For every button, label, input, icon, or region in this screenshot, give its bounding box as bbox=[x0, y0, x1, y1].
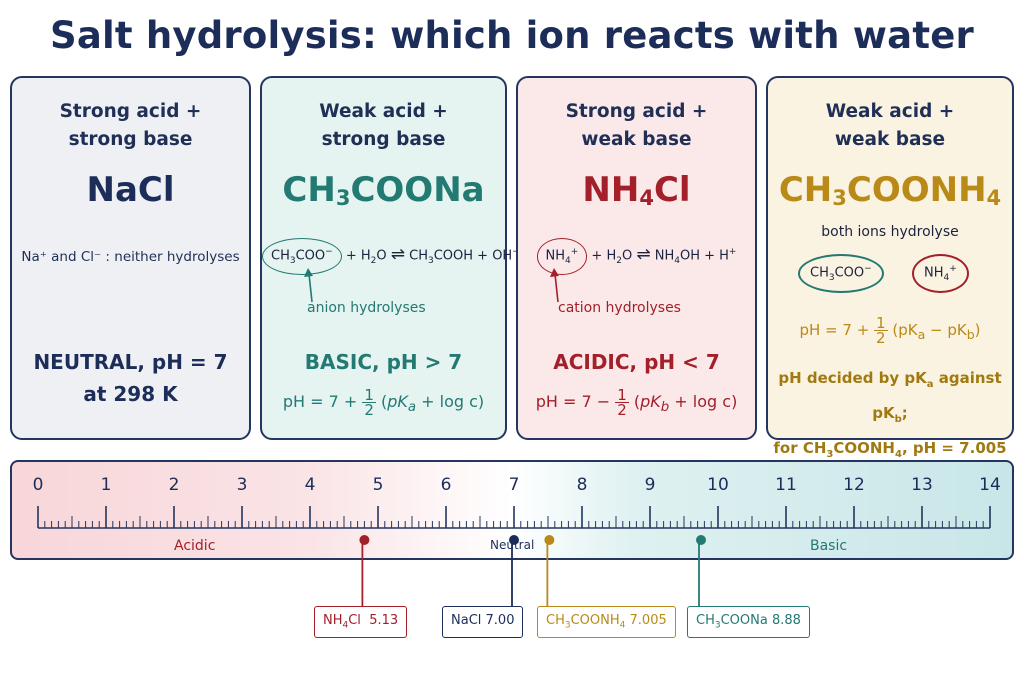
tick-label: 8 bbox=[577, 475, 588, 495]
marker-dot bbox=[359, 535, 370, 545]
heading-line-1: Weak acid + bbox=[825, 101, 955, 122]
decision-line-2: for CH3COONH4, pH = 7.005 bbox=[773, 439, 1007, 460]
card-heading: Strong acid + weak base bbox=[518, 98, 755, 154]
salt-formula: NaCl bbox=[86, 170, 175, 210]
result: NEUTRAL, pH = 7 at 298 K bbox=[12, 346, 249, 410]
pointer-arrow-icon bbox=[304, 268, 313, 303]
heading-line-1: Strong acid + bbox=[59, 101, 202, 122]
hydrolyses-label: anion hydrolyses bbox=[307, 300, 426, 316]
tick-label: 0 bbox=[33, 475, 44, 495]
tick-label: 4 bbox=[305, 475, 316, 495]
tick-label: 7 bbox=[509, 475, 520, 495]
decision-line-1: pH decided by pKa against pKb; bbox=[778, 369, 1002, 425]
heading-line-2: strong base bbox=[321, 129, 446, 150]
tick-label: 14 bbox=[979, 475, 1001, 495]
marker-label-nh4cl: NH4Cl 5.13 bbox=[314, 606, 408, 638]
tick-label: 1 bbox=[101, 475, 112, 495]
heading-line-2: strong base bbox=[68, 129, 193, 150]
tick-label: 13 bbox=[911, 475, 933, 495]
page-title: Salt hydrolysis: which ion reacts with w… bbox=[50, 14, 974, 57]
tick-label: 2 bbox=[169, 475, 180, 495]
heading-line-2: weak base bbox=[834, 129, 946, 150]
result: BASIC, pH > 7 bbox=[304, 350, 463, 374]
result-line-2: at 298 K bbox=[83, 382, 178, 406]
marker-dot bbox=[696, 535, 706, 545]
hydrolysis-equation: CH3COO− + H2O ⇌ CH3COOH + OH− bbox=[262, 238, 520, 275]
card-heading: Weak acid + weak base bbox=[768, 98, 1012, 154]
marker-label-ch3coonh4: CH3COONH4 7.005 bbox=[537, 606, 676, 638]
marker-label-nacl: NaCl 7.00 bbox=[442, 606, 524, 638]
hydrolyses-label: cation hydrolyses bbox=[558, 300, 681, 316]
tick-label: 5 bbox=[373, 475, 384, 495]
tick-label: 11 bbox=[775, 475, 797, 495]
ph-scale: 0 1 2 3 4 5 6 7 8 9 10 11 12 13 14 Acidic Neutral Basi… bbox=[10, 460, 1014, 560]
zone-neutral-label: Neutral bbox=[490, 538, 535, 552]
heading-line-2: weak base bbox=[581, 129, 692, 150]
hydrolysis-note: Na⁺ and Cl⁻ : neither hydrolyses bbox=[21, 249, 240, 265]
cation-circle: NH4+ bbox=[536, 238, 588, 275]
card-heading: Strong acid + strong base bbox=[12, 98, 249, 154]
decision-note: pH decided by pKa against pKb; for CH3CO… bbox=[768, 364, 1012, 469]
marker-dot bbox=[544, 535, 555, 545]
hydrolysis-equation: NH4+ + H2O ⇌ NH4OH + H+ bbox=[518, 238, 755, 275]
result-line-1: NEUTRAL, pH = 7 bbox=[33, 350, 228, 374]
tick-label: 12 bbox=[843, 475, 865, 495]
tick-label: 6 bbox=[441, 475, 452, 495]
equilibrium-arrows-icon: ⇌ bbox=[636, 244, 651, 265]
card-strong-acid-strong-base: Strong acid + strong base NaCl Na⁺ and C… bbox=[10, 76, 251, 440]
salt-formula: CH3COONH4 bbox=[778, 170, 1002, 210]
heading-line-1: Weak acid + bbox=[319, 101, 448, 122]
zone-acidic-label: Acidic bbox=[174, 538, 216, 554]
tick-label: 3 bbox=[237, 475, 248, 495]
tick-label: 10 bbox=[707, 475, 729, 495]
card-weak-acid-strong-base: Weak acid + strong base CH3COONa CH3COO−… bbox=[260, 76, 520, 440]
equilibrium-arrows-icon: ⇌ bbox=[390, 244, 405, 265]
result: ACIDIC, pH < 7 bbox=[553, 350, 720, 374]
hydrolysis-note: both ions hydrolyse bbox=[821, 224, 959, 240]
anion-circle: CH3COO− bbox=[798, 254, 884, 293]
card-heading: Weak acid + strong base bbox=[262, 98, 505, 154]
card-strong-acid-weak-base: Strong acid + weak base NH4Cl NH4+ + H2O… bbox=[516, 76, 757, 440]
pointer-arrow-icon bbox=[550, 268, 559, 303]
salt-formula: NH4Cl bbox=[582, 170, 691, 210]
anion-circle: CH3COO− bbox=[262, 238, 342, 275]
marker-label-ch3coona: CH3COONa 8.88 bbox=[687, 606, 810, 638]
tick-label: 9 bbox=[645, 475, 656, 495]
heading-line-1: Strong acid + bbox=[565, 101, 708, 122]
salt-formula: CH3COONa bbox=[282, 170, 485, 210]
cation-circle: NH4+ bbox=[912, 254, 969, 293]
card-weak-acid-weak-base: Weak acid + weak base CH3COONH4 both ion… bbox=[766, 76, 1014, 460]
zone-basic-label: Basic bbox=[810, 538, 848, 554]
